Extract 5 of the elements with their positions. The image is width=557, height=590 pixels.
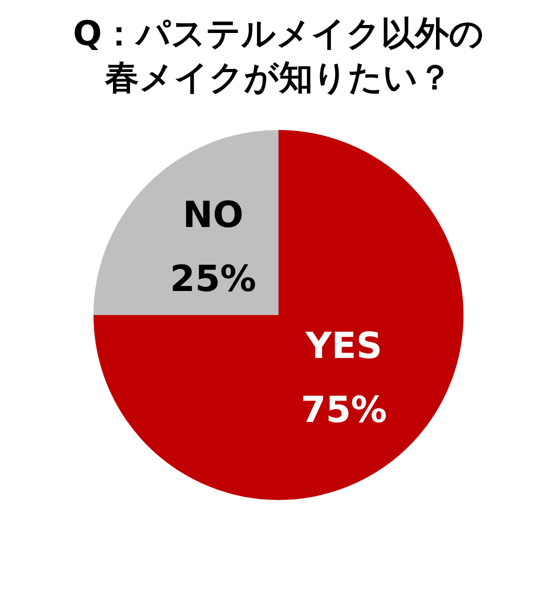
slice-label: YES bbox=[304, 326, 382, 368]
slice-label: NO bbox=[182, 195, 244, 236]
data-label: 25% bbox=[170, 259, 256, 300]
chart-title: Q：パステルメイク以外の春メイクが知りたい？ bbox=[72, 13, 485, 100]
data-label: 75% bbox=[300, 390, 387, 432]
